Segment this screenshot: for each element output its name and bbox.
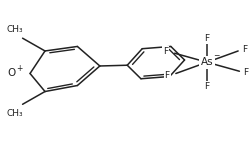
Text: O: O <box>8 68 16 78</box>
Text: F: F <box>243 68 248 77</box>
Text: F: F <box>204 34 210 43</box>
Text: +: + <box>16 64 22 73</box>
Text: F: F <box>163 47 168 56</box>
Text: F: F <box>204 82 210 91</box>
Text: F: F <box>242 45 247 54</box>
Text: CH₃: CH₃ <box>7 109 23 118</box>
Text: As: As <box>201 57 213 67</box>
Text: CH₃: CH₃ <box>7 25 23 34</box>
Text: −: − <box>213 51 220 60</box>
Text: F: F <box>165 71 170 80</box>
